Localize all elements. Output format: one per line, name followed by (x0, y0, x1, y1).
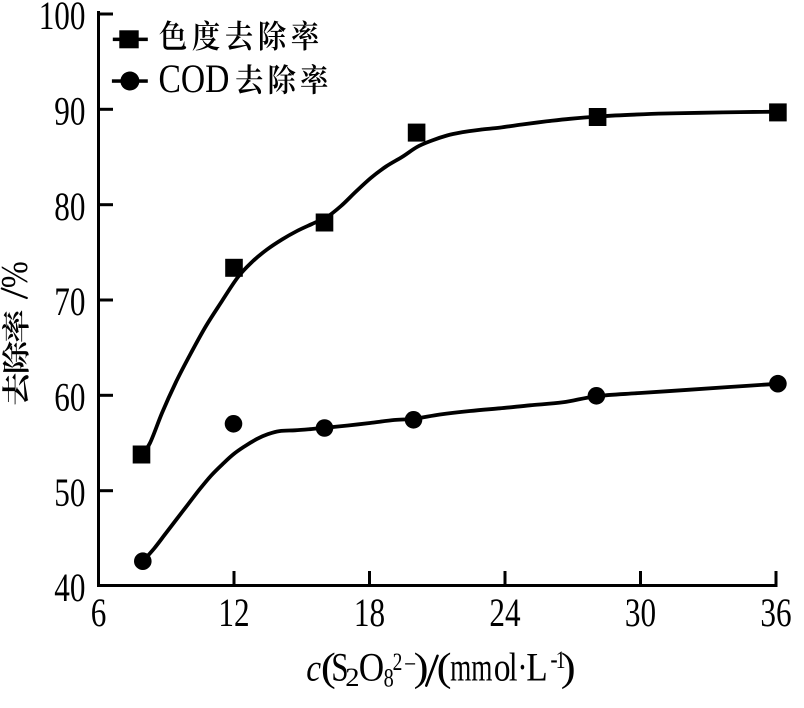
svg-text:90: 90 (54, 89, 85, 134)
svg-text:%: % (0, 261, 35, 288)
svg-text:O: O (359, 645, 384, 690)
svg-text:2: 2 (345, 663, 359, 692)
svg-text:30: 30 (625, 590, 656, 635)
svg-text:l: l (509, 645, 518, 690)
svg-text:6: 6 (91, 590, 107, 635)
svg-text:(: ( (437, 645, 452, 689)
svg-text:80: 80 (54, 184, 85, 229)
svg-text:1: 1 (556, 646, 566, 674)
svg-text:40: 40 (54, 566, 85, 611)
svg-text:o: o (494, 645, 511, 689)
svg-text:36: 36 (760, 590, 791, 635)
svg-text:·: · (517, 645, 527, 690)
svg-text:24: 24 (489, 590, 520, 635)
svg-text:12: 12 (218, 590, 249, 635)
svg-text:70: 70 (54, 280, 85, 325)
svg-text:2: 2 (393, 648, 403, 676)
svg-text:): ) (561, 645, 576, 689)
svg-text:100: 100 (39, 0, 86, 38)
svg-text:60: 60 (54, 375, 85, 420)
svg-text:-: - (550, 645, 557, 675)
svg-text:(: ( (321, 645, 336, 689)
svg-text:mm: mm (450, 646, 493, 689)
svg-text:S: S (331, 645, 348, 690)
svg-text:8: 8 (384, 664, 394, 693)
svg-text:–: – (404, 648, 415, 676)
svg-text:L: L (526, 645, 548, 690)
svg-text:50: 50 (54, 470, 85, 515)
svg-text:c: c (306, 646, 321, 688)
svg-text:18: 18 (354, 590, 385, 635)
svg-text:): ) (414, 645, 429, 689)
svg-text:COD: COD (159, 56, 230, 100)
